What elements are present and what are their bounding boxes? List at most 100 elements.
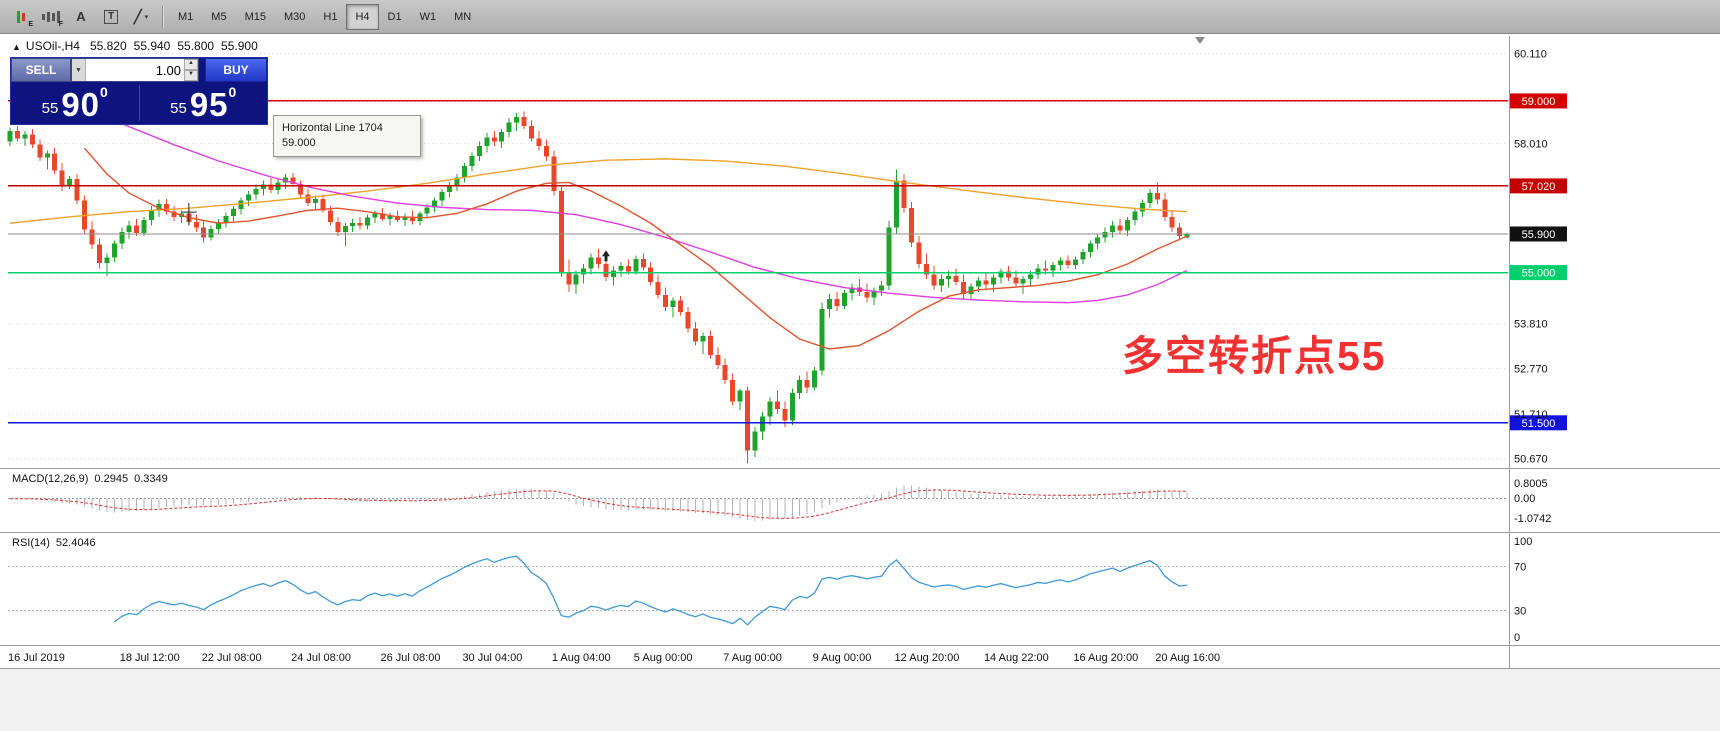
timeframe-d1-button[interactable]: D1 [387, 10, 402, 23]
chart-objects [181, 203, 610, 262]
ohlc-low: 55.800 [177, 39, 215, 53]
macd-signal-line [9, 489, 1188, 519]
volume-dropdown-icon[interactable]: ▼ [72, 59, 86, 81]
grid-bars-button[interactable]: F [36, 4, 66, 30]
draw-line-tools-button[interactable]: ╱ ▾ [126, 4, 156, 30]
candles-layer [7, 111, 1190, 464]
timeframe-m5-button[interactable]: M5 [211, 10, 227, 23]
buy-button[interactable]: BUY [205, 58, 267, 82]
svg-text:70: 70 [1514, 562, 1526, 574]
svg-text:16 Aug 20:00: 16 Aug 20:00 [1073, 652, 1138, 664]
text-label-button[interactable]: A [66, 4, 96, 30]
chevron-down-icon: ▾ [144, 13, 149, 21]
svg-text:14 Aug 22:00: 14 Aug 22:00 [984, 652, 1049, 664]
volume-down-icon[interactable]: ▼ [184, 70, 198, 81]
tool-group: E F A T ╱ ▾ [6, 4, 156, 30]
volume-up-icon[interactable]: ▲ [184, 59, 198, 70]
grid-icon [52, 12, 55, 21]
sell-button[interactable]: SELL [11, 58, 71, 82]
ask-price[interactable]: 55 95 0 [140, 82, 268, 124]
svg-text:20 Aug 16:00: 20 Aug 16:00 [1155, 652, 1220, 664]
price-badge-57.020 [1510, 178, 1567, 194]
macd-axis[interactable]: 0.8005 0.00 -1.0742 [1514, 478, 1551, 525]
moving-averages [9, 106, 1188, 350]
bid-small: 55 [41, 100, 59, 117]
ask-big: 95 [189, 86, 229, 123]
toolbar-separator [162, 5, 163, 28]
volume-box: ▼ 1.00 ▲ ▼ [71, 58, 199, 82]
svg-text:22 Jul 08:00: 22 Jul 08:00 [202, 652, 262, 664]
timeframe-m30-button[interactable]: M30 [283, 10, 306, 23]
svg-text:18 Jul 12:00: 18 Jul 12:00 [120, 652, 180, 664]
svg-text:50.670: 50.670 [1514, 453, 1548, 465]
svg-text:52.770: 52.770 [1514, 363, 1548, 375]
svg-text:55.900: 55.900 [1522, 229, 1556, 241]
rsi-line [113, 555, 1188, 626]
slow-ma [9, 158, 1188, 224]
one-click-trading-panel: SELL ▼ 1.00 ▲ ▼ BUY 55 90 0 55 95 0 [10, 57, 268, 125]
text-box-button[interactable]: T [96, 4, 126, 30]
tool-sub-label: E [28, 20, 33, 28]
one-click-top-row: SELL ▼ 1.00 ▲ ▼ BUY [11, 58, 267, 82]
timeframe-mn-button[interactable]: MN [454, 10, 472, 23]
price-axis[interactable]: 60.110 58.010 53.810 52.770 51.710 50.670 [1514, 48, 1548, 465]
bid-price[interactable]: 55 90 0 [11, 82, 139, 124]
tooltip-title: Horizontal Line 1704 [282, 122, 383, 134]
timeframe-m15-button[interactable]: M15 [244, 10, 266, 23]
text-label-icon: A [76, 9, 86, 24]
draw-line-tools-icon: ╱ [133, 9, 142, 24]
svg-text:26 Jul 08:00: 26 Jul 08:00 [381, 652, 441, 664]
volume-input[interactable]: 1.00 [155, 63, 181, 78]
chart-shift-marker-icon[interactable] [1195, 37, 1205, 44]
svg-text:60.110: 60.110 [1514, 48, 1547, 60]
rsi-axis[interactable]: 100 70 30 0 [1514, 536, 1532, 644]
svg-text:51.710: 51.710 [1514, 409, 1548, 421]
arrow-up-icon [602, 250, 610, 262]
candlestick-icon [17, 10, 20, 23]
macd-header: MACD(12,26,9) 0.2945 0.3349 [12, 473, 174, 485]
fast-ma [83, 147, 1188, 350]
chart-header: ▲ USOil-,H4 55.820 55.940 55.800 55.900 [12, 39, 265, 53]
grid-icon [42, 13, 45, 20]
rsi-header: RSI(14) 52.4046 [12, 537, 102, 549]
svg-text:16 Jul 2019: 16 Jul 2019 [8, 652, 65, 664]
svg-text:30 Jul 04:00: 30 Jul 04:00 [462, 652, 522, 664]
svg-text:-1.0742: -1.0742 [1514, 513, 1551, 525]
rsi-label: RSI(14) [12, 537, 50, 549]
grid-icon [47, 11, 50, 22]
svg-text:0.8005: 0.8005 [1514, 478, 1548, 490]
svg-text:100: 100 [1514, 536, 1532, 548]
object-tooltip: Horizontal Line 1704 59.000 [273, 115, 421, 157]
macd-value-signal: 0.3349 [134, 473, 168, 485]
bid-ask-row: 55 90 0 55 95 0 [11, 82, 267, 124]
price-badge-51.500 [1510, 415, 1567, 431]
macd-value-main: 0.2945 [94, 473, 129, 485]
indicator-candles-button[interactable]: E [6, 4, 36, 30]
panel-separators[interactable] [0, 36, 1720, 669]
svg-text:7 Aug 00:00: 7 Aug 00:00 [723, 652, 782, 664]
svg-text:0.00: 0.00 [1514, 493, 1535, 505]
toolbar: E F A T ╱ ▾ M1 M5 M15 M30 H1 H4 D1 W1 MN [0, 0, 1720, 34]
svg-text:0: 0 [1514, 632, 1520, 644]
bid-sup: 0 [100, 84, 108, 100]
time-axis[interactable]: 16 Jul 2019 18 Jul 12:00 22 Jul 08:00 24 Ju… [8, 652, 1220, 664]
timeframe-m1-button[interactable]: M1 [178, 10, 194, 23]
bottom-strip [0, 669, 1720, 731]
ask-sup: 0 [228, 84, 237, 100]
timeframe-w1-button[interactable]: W1 [419, 10, 437, 23]
timeframe-h4-button[interactable]: H4 [346, 3, 379, 30]
svg-text:57.020: 57.020 [1522, 181, 1556, 193]
ohlc-open: 55.820 [89, 39, 127, 53]
timeframe-h1-button[interactable]: H1 [323, 10, 338, 23]
macd-label: MACD(12,26,9) [12, 473, 89, 485]
svg-text:58.010: 58.010 [1514, 138, 1548, 150]
svg-text:9 Aug 00:00: 9 Aug 00:00 [813, 652, 872, 664]
svg-text:30: 30 [1514, 605, 1526, 617]
one-click-collapse-icon[interactable]: ▲ [12, 42, 21, 52]
svg-text:51.500: 51.500 [1522, 418, 1556, 430]
volume-stepper: ▲ ▼ [184, 59, 198, 81]
svg-text:1 Aug 04:00: 1 Aug 04:00 [552, 652, 611, 664]
svg-text:53.810: 53.810 [1514, 319, 1548, 331]
chart-text-annotation: 多空转折点55 [1122, 333, 1387, 379]
